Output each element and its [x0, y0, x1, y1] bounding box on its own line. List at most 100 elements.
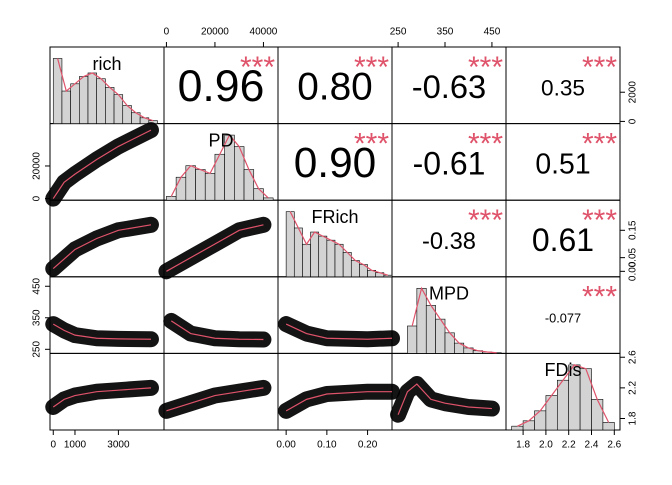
variable-label: FDis: [545, 360, 582, 380]
smooth-line: [285, 391, 392, 412]
histogram-bar: [96, 78, 106, 124]
x-tick-label: 350: [437, 27, 454, 38]
significance-stars: ***: [468, 128, 503, 161]
smooth-line: [52, 323, 151, 340]
correlation-value: 0.96: [178, 62, 265, 111]
histogram-bar: [383, 274, 393, 278]
density-curve: [289, 211, 389, 276]
correlation-value: -0.38: [422, 229, 476, 255]
significance-stars: ***: [582, 204, 617, 237]
histogram-bar: [79, 76, 89, 124]
x-tick-label: 0.20: [358, 440, 378, 451]
variable-label: FRich: [311, 207, 358, 227]
significance-stars: ***: [354, 128, 389, 161]
variable-label: MPD: [429, 284, 469, 304]
density-curve: [517, 364, 610, 427]
significance-stars: ***: [240, 51, 275, 84]
histogram-bar: [318, 235, 328, 278]
correlation-value: -0.61: [413, 145, 486, 181]
histogram-bar: [302, 243, 311, 278]
y-tick-label: 0.00: [628, 261, 639, 281]
x-tick-label: 450: [484, 27, 501, 38]
histogram-bar: [416, 287, 427, 354]
histogram-bar: [253, 188, 264, 201]
y-tick-label: 450: [32, 277, 43, 294]
scatter-cloud: [158, 216, 272, 280]
x-tick-label: 20000: [201, 27, 229, 38]
histogram-bar: [243, 169, 255, 201]
histogram-bar: [334, 243, 344, 278]
correlation-value: -0.63: [412, 68, 486, 105]
scatter-cloud: [158, 379, 272, 419]
smooth-line: [397, 383, 492, 415]
histogram-bar: [70, 83, 80, 124]
histogram-bar: [293, 227, 303, 278]
correlation-value: 0.35: [541, 75, 585, 100]
smooth-line: [285, 323, 393, 340]
histogram-bar: [175, 176, 187, 201]
histogram-bar: [285, 211, 295, 278]
x-tick-label: 250: [390, 27, 407, 38]
density-curve: [170, 134, 269, 199]
x-tick-label: 0: [50, 440, 56, 451]
histogram-bar: [556, 379, 569, 431]
y-tick-label: 0: [628, 118, 639, 124]
x-tick-label: 40000: [250, 27, 278, 38]
scatter-cloud: [45, 122, 159, 207]
y-tick-label: 2.6: [628, 350, 639, 364]
scatter-cloud: [45, 216, 159, 277]
histogram-bar: [87, 72, 97, 124]
histogram-bar: [602, 422, 615, 431]
significance-stars: ***: [468, 204, 503, 237]
histogram-bar: [511, 425, 524, 431]
x-tick-label: 0.00: [276, 440, 296, 451]
histogram-bar: [204, 173, 216, 201]
x-tick-label: 1.8: [516, 440, 530, 451]
y-tick-label: 250: [32, 341, 43, 358]
smooth-line: [52, 387, 152, 408]
significance-stars: ***: [582, 281, 617, 314]
smooth-line: [52, 224, 152, 270]
significance-stars: ***: [468, 51, 503, 84]
y-tick-label: 1.8: [628, 411, 639, 425]
histogram-bar: [166, 196, 177, 201]
variable-label: PD: [208, 130, 233, 150]
histogram-bar: [185, 165, 196, 201]
y-tick-label: 2.2: [628, 380, 639, 394]
correlation-value: 0.61: [532, 222, 594, 258]
histogram-bar: [407, 325, 418, 354]
correlation-value: -0.077: [545, 310, 581, 325]
histogram-bar: [326, 239, 336, 278]
x-tick-label: 2.4: [585, 440, 599, 451]
x-tick-label: 2.2: [562, 440, 576, 451]
histogram-bar: [105, 87, 115, 124]
x-tick-label: 2.6: [607, 440, 621, 451]
y-tick-label: 0.05: [628, 247, 639, 267]
smooth-line: [170, 320, 264, 341]
histogram-bar: [263, 197, 274, 201]
x-tick-label: 3000: [107, 440, 130, 451]
smooth-line: [166, 387, 264, 412]
x-tick-label: 0.10: [317, 440, 337, 451]
histogram-bar: [350, 260, 360, 278]
y-tick-label: 2000: [628, 81, 639, 104]
correlation-value: 0.51: [535, 148, 590, 180]
smooth-line: [52, 129, 152, 199]
significance-stars: ***: [582, 51, 617, 84]
histogram-bar: [61, 90, 71, 124]
significance-stars: ***: [582, 128, 617, 161]
x-tick-label: 1000: [64, 440, 87, 451]
histogram-bar: [195, 169, 206, 201]
variable-label: rich: [92, 54, 121, 74]
smooth-line: [166, 224, 264, 272]
y-tick-label: 0: [32, 195, 43, 201]
density-curve: [57, 58, 154, 122]
x-tick-label: 0: [164, 27, 170, 38]
x-tick-label: 2.0: [539, 440, 553, 451]
correlation-value: 0.80: [297, 66, 373, 109]
density-curve: [411, 286, 497, 354]
significance-stars: ***: [354, 51, 389, 84]
histogram-bar: [310, 231, 320, 278]
